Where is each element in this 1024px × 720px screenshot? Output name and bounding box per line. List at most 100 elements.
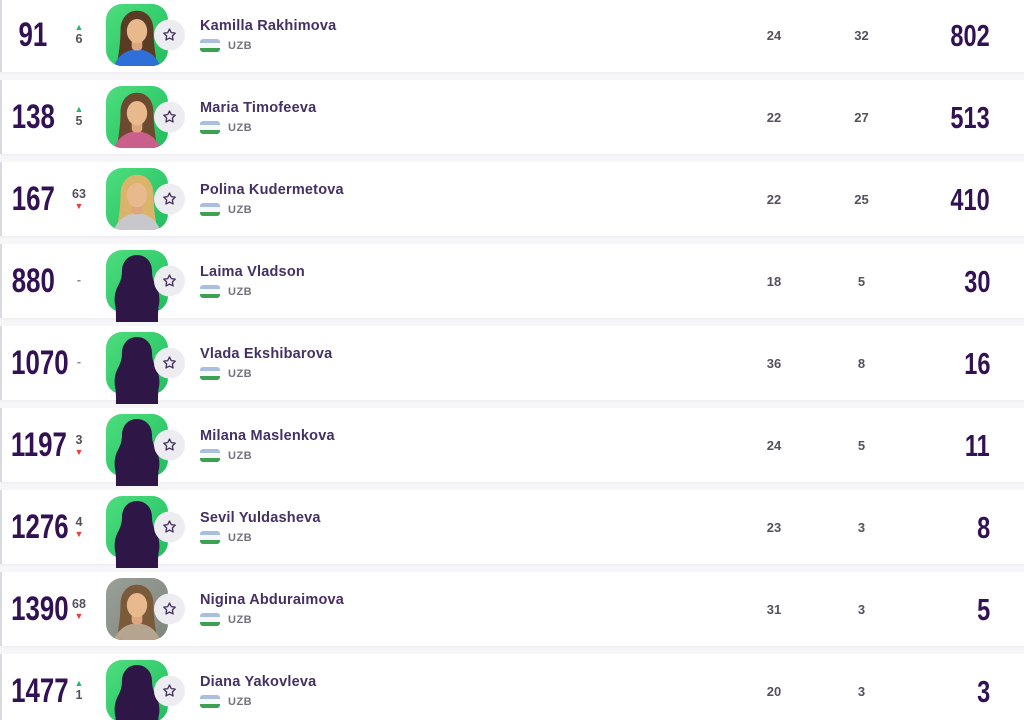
uzbekistan-flag-icon (200, 449, 220, 462)
uzbekistan-flag-icon (200, 367, 220, 380)
favorite-star-button[interactable] (154, 183, 185, 215)
star-icon (163, 274, 176, 287)
stat-col-1: 23 (766, 519, 782, 535)
player-name[interactable]: Nigina Abduraimova (200, 592, 345, 608)
uzbekistan-flag-icon (200, 531, 220, 544)
rank-value: 880 (11, 262, 55, 300)
rank-cell: 1276 (2, 510, 68, 544)
favorite-star-button[interactable] (154, 675, 185, 707)
player-photo (113, 92, 161, 148)
rank-cell: 1070 (2, 346, 68, 380)
player-row[interactable]: 138 ▲ 5 ▼ Maria Timofeeva UZB 22 27 513 (0, 80, 1024, 154)
player-row[interactable]: 880 ▲ - ▼ Laima Vladson UZB 18 5 30 (0, 244, 1024, 322)
rank-cell: 880 (2, 264, 64, 298)
player-name[interactable]: Diana Yakovleva (200, 674, 317, 690)
favorite-star-button[interactable] (154, 265, 185, 297)
rank-cell: 1390 (2, 592, 68, 626)
player-info: Maria Timofeeva UZB (200, 100, 729, 134)
star-icon (163, 356, 176, 369)
country-row: UZB (200, 449, 729, 462)
rank-cell: 138 (2, 100, 64, 134)
points-cell: 410 (904, 184, 1024, 215)
player-row[interactable]: 1477 ▲ 1 ▼ Diana Yakovleva UZB 20 3 3 (0, 654, 1024, 720)
country-row: UZB (200, 367, 729, 380)
player-info: Nigina Abduraimova UZB (200, 592, 729, 626)
uzbekistan-flag-icon (200, 285, 220, 298)
country-code: UZB (228, 449, 253, 462)
rank-change-value: 63 (72, 186, 86, 201)
player-info: Vlada Ekshibarova UZB (200, 346, 729, 380)
player-avatar (106, 578, 185, 640)
country-row: UZB (200, 613, 729, 626)
player-avatar (106, 86, 185, 148)
country-code: UZB (228, 121, 253, 134)
rank-down-icon: ▼ (74, 611, 84, 622)
rank-change-value: - (76, 273, 82, 288)
rank-change-value: 1 (75, 687, 83, 702)
favorite-star-button[interactable] (154, 593, 185, 625)
rank-change-indicator: ▲ - ▼ (64, 355, 94, 371)
rank-cell: 167 (2, 182, 64, 216)
country-code: UZB (228, 203, 253, 216)
favorite-star-button[interactable] (154, 511, 185, 543)
rank-value: 1477 (11, 672, 69, 710)
player-info: Kamilla Rakhimova UZB (200, 18, 729, 52)
points-value: 802 (950, 17, 990, 53)
player-name[interactable]: Sevil Yuldasheva (200, 510, 321, 526)
player-info: Polina Kudermetova UZB (200, 182, 729, 216)
favorite-star-button[interactable] (154, 429, 185, 461)
player-name[interactable]: Kamilla Rakhimova (200, 18, 337, 34)
points-value: 30 (963, 263, 990, 299)
points-cell: 5 (904, 594, 1024, 625)
points-cell: 16 (904, 348, 1024, 379)
stat-col-1: 22 (766, 109, 782, 125)
player-row[interactable]: 1390 ▲ 68 ▼ Nigina Abduraimova UZB 31 3 … (0, 572, 1024, 646)
rank-change-indicator: ▲ 68 ▼ (64, 597, 94, 622)
player-name[interactable]: Laima Vladson (200, 264, 305, 280)
player-row[interactable]: 1276 ▲ 4 ▼ Sevil Yuldasheva UZB 23 3 8 (0, 490, 1024, 568)
rank-change-indicator: ▲ 5 ▼ (64, 104, 94, 130)
player-row[interactable]: 1070 ▲ - ▼ Vlada Ekshibarova UZB 36 8 16 (0, 326, 1024, 404)
rank-change-value: 6 (75, 31, 83, 46)
rank-value: 138 (11, 98, 55, 136)
country-row: UZB (200, 39, 729, 52)
stat-col-2: 27 (854, 109, 869, 125)
star-icon (163, 684, 176, 697)
stat-col-2: 32 (854, 27, 869, 43)
favorite-star-button[interactable] (154, 101, 185, 133)
favorite-star-button[interactable] (154, 19, 185, 51)
stat-col-1: 22 (766, 191, 782, 207)
rank-cell: 1197 (2, 426, 67, 464)
rank-change-value: 3 (75, 432, 83, 447)
player-avatar (106, 414, 185, 486)
player-photo (113, 174, 161, 230)
points-value: 16 (963, 345, 990, 381)
country-code: UZB (228, 39, 253, 52)
points-value: 11 (965, 427, 990, 463)
rank-down-icon: ▼ (74, 201, 84, 212)
player-name[interactable]: Polina Kudermetova (200, 182, 344, 198)
player-name[interactable]: Vlada Ekshibarova (200, 346, 333, 362)
country-code: UZB (228, 613, 253, 626)
stat-col-2: 8 (857, 355, 866, 371)
player-row[interactable]: 1197 ▲ 3 ▼ Milana Maslenkova UZB 24 5 11 (0, 408, 1024, 486)
uzbekistan-flag-icon (200, 203, 220, 216)
points-cell: 513 (904, 102, 1024, 133)
player-avatar (106, 4, 185, 66)
stat-col-2: 3 (857, 601, 866, 617)
rank-change-indicator: ▲ 4 ▼ (64, 515, 94, 540)
country-row: UZB (200, 531, 729, 544)
player-row[interactable]: 167 ▲ 63 ▼ Polina Kudermetova UZB 22 25 … (0, 162, 1024, 236)
player-photo (113, 584, 161, 640)
favorite-star-button[interactable] (154, 347, 185, 379)
country-row: UZB (200, 695, 729, 708)
player-name[interactable]: Maria Timofeeva (200, 100, 317, 116)
rank-change-indicator: ▲ - ▼ (64, 273, 94, 289)
rank-change-value: - (76, 355, 82, 370)
player-row[interactable]: 91 ▲ 6 ▼ Kamilla Rakhimova UZB 24 32 802 (0, 0, 1024, 72)
star-icon (163, 602, 176, 615)
player-name[interactable]: Milana Maslenkova (200, 428, 335, 444)
points-value: 513 (950, 99, 990, 135)
rank-value: 1197 (10, 426, 67, 464)
uzbekistan-flag-icon (200, 695, 220, 708)
